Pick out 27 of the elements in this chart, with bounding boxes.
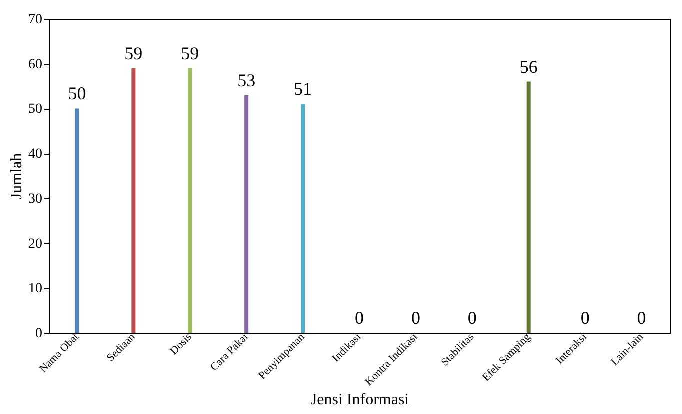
y-tick-label: 20 (28, 236, 42, 252)
y-tick-label: 0 (36, 326, 42, 342)
data-label: 0 (580, 308, 590, 328)
y-tick-label: 60 (28, 57, 42, 72)
bar (526, 82, 531, 333)
y-tick-label: 50 (28, 102, 42, 118)
y-tick-label: 70 (28, 12, 42, 28)
data-label: 0 (355, 308, 364, 328)
x-axis-title: Jensi Informasi (310, 392, 410, 409)
bar (301, 104, 306, 333)
data-label: 0 (637, 308, 646, 328)
data-label: 59 (181, 43, 200, 64)
data-label: 56 (520, 56, 538, 77)
y-axis-title: Jumlah (8, 153, 26, 200)
data-label: 59 (124, 43, 143, 64)
bar (132, 68, 136, 333)
y-tick-label: 30 (28, 192, 42, 207)
data-label: 50 (68, 84, 86, 104)
y-tick-label: 10 (28, 282, 42, 297)
data-label: 0 (411, 308, 420, 328)
y-tick-label: 40 (28, 147, 42, 162)
data-label: 51 (294, 79, 312, 100)
bar (188, 68, 192, 333)
bar (75, 108, 80, 333)
bar (244, 95, 249, 333)
data-label: 0 (468, 308, 477, 328)
data-label: 53 (238, 70, 256, 90)
